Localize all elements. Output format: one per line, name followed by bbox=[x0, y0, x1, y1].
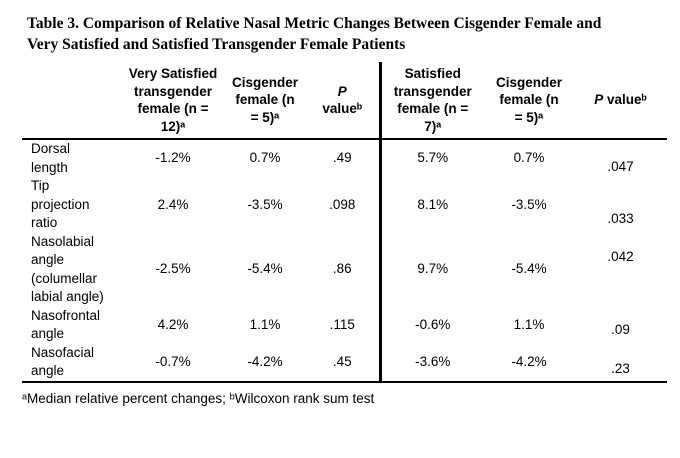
p-value-label-left: valueᵇ bbox=[322, 101, 363, 116]
cell-cisgender-left-value: -3.5% bbox=[247, 196, 283, 212]
table-footnote: ᵃMedian relative percent changes; ᵇWilco… bbox=[22, 390, 375, 406]
col-header-satisfied-transgender-female: Satisfied transgender female (n = 7)ᵃ bbox=[378, 62, 484, 140]
p-symbol-left: P bbox=[337, 83, 347, 99]
cell-satisfied-value: 9.7% bbox=[378, 232, 484, 307]
table-row: Dorsal length -1.2% 0.7% .49 5.7% 0.7% .… bbox=[22, 139, 667, 177]
cell-p-value-right: .09 bbox=[611, 322, 630, 337]
col-header-cisgender-female-left: Cisgender female (n = 5)ᵃ bbox=[224, 62, 306, 140]
cell-cisgender-right-value: 1.1% bbox=[513, 316, 545, 332]
cell-cisgender-left-value: 0.7% bbox=[249, 150, 281, 166]
col-header-cisgender-female-right: Cisgender female (n = 5)ᵃ bbox=[484, 62, 574, 140]
p-value-label-right: valueᵇ bbox=[603, 92, 647, 108]
cell-cisgender-right-value: -4.2% bbox=[484, 343, 574, 383]
title-line-2: Very Satisfied and Satisfied Transgender… bbox=[27, 36, 406, 53]
cell-p-value-right: .23 bbox=[574, 343, 667, 383]
cell-p-value-left: .115 bbox=[329, 316, 355, 332]
p-symbol-right: P bbox=[594, 92, 604, 108]
cell-very-satisfied-value: -0.7% bbox=[122, 343, 224, 383]
cell-p-value-left: .45 bbox=[306, 343, 380, 383]
cell-cisgender-left-value: -4.2% bbox=[224, 343, 306, 383]
table-row: Nasofacial angle -0.7% -4.2% .45 -3.6% -… bbox=[22, 343, 667, 383]
table-row: Tip projection ratio 2.4% -3.5% .098 8.1… bbox=[22, 177, 667, 233]
cell-satisfied-value: -3.6% bbox=[378, 343, 484, 383]
cell-cisgender-left-value: 1.1% bbox=[249, 316, 281, 332]
cell-metric: Tip projection ratio bbox=[31, 178, 90, 230]
cell-metric: Nasofrontal angle bbox=[31, 307, 101, 342]
cell-satisfied-value: 8.1% bbox=[378, 177, 484, 233]
data-table: Very Satisfied transgender female (n = 1… bbox=[22, 62, 667, 383]
page-title: Table 3. Comparison of Relative Nasal Me… bbox=[0, 0, 680, 55]
cell-p-value-left: .86 bbox=[332, 261, 352, 277]
cell-metric: Nasolabial angle (columellar labial angl… bbox=[31, 233, 104, 305]
header-row: Very Satisfied transgender female (n = 1… bbox=[22, 62, 667, 140]
col-header-very-satisfied-transgender-female: Very Satisfied transgender female (n = 1… bbox=[122, 62, 224, 140]
cell-satisfied-value: 5.7% bbox=[378, 139, 484, 177]
cell-cisgender-right-value: 0.7% bbox=[513, 150, 545, 166]
table-row: Nasofrontal angle 4.2% 1.1% .115 -0.6% 1… bbox=[22, 306, 667, 344]
cell-metric: Nasofacial angle bbox=[22, 343, 122, 383]
col-header-p-value-right: P valueᵇ bbox=[574, 62, 667, 140]
cell-p-value-left: .49 bbox=[332, 150, 352, 166]
cell-cisgender-left-value: -5.4% bbox=[247, 261, 283, 277]
cell-p-value-right: .033 bbox=[607, 211, 634, 226]
cell-metric: Dorsal length bbox=[31, 141, 71, 175]
cell-very-satisfied-value: -1.2% bbox=[155, 150, 191, 166]
col-header-p-value-left: P valueᵇ bbox=[306, 62, 380, 140]
cell-very-satisfied-value: -2.5% bbox=[155, 261, 191, 277]
title-line-1: Table 3. Comparison of Relative Nasal Me… bbox=[27, 15, 602, 32]
cell-very-satisfied-value: 2.4% bbox=[157, 196, 189, 212]
cell-p-value-right: .047 bbox=[607, 158, 634, 174]
cell-p-value-left: .098 bbox=[329, 196, 356, 212]
cell-very-satisfied-value: 4.2% bbox=[157, 316, 189, 332]
col-header-metric bbox=[22, 62, 122, 140]
cell-satisfied-value: -0.6% bbox=[378, 306, 484, 344]
cell-cisgender-right-value: -3.5% bbox=[511, 196, 547, 212]
cell-p-value-right: .042 bbox=[607, 248, 634, 264]
table-row: Nasolabial angle (columellar labial angl… bbox=[22, 232, 667, 307]
cell-cisgender-right-value: -5.4% bbox=[511, 261, 547, 277]
